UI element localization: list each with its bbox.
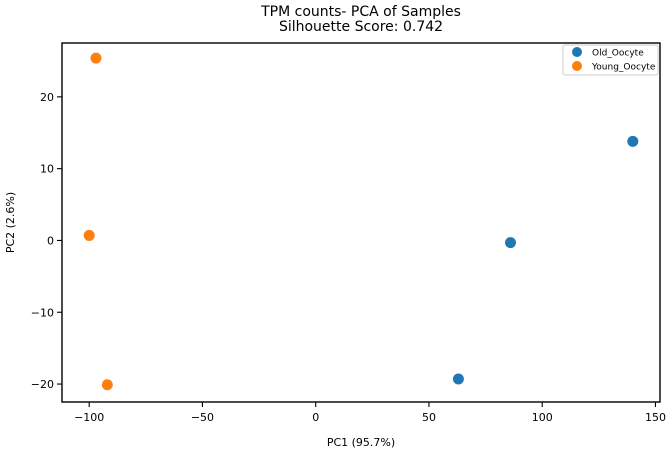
chart-subtitle: Silhouette Score: 0.742 — [279, 19, 443, 35]
y-tick-label: 20 — [40, 91, 54, 104]
x-tick-label: −100 — [74, 411, 104, 424]
chart-title: TPM counts- PCA of Samples — [260, 4, 461, 20]
legend-label-young-oocyte: Young_Oocyte — [591, 63, 656, 73]
x-tick-label: 150 — [645, 411, 666, 424]
legend: Old_Oocyte Young_Oocyte — [562, 44, 659, 76]
y-tick-label: −20 — [31, 378, 54, 391]
x-tick-label: −50 — [191, 411, 214, 424]
y-tick-label: 10 — [40, 163, 54, 176]
legend-marker-young-oocyte — [572, 61, 582, 71]
data-point-old-oocyte — [627, 135, 639, 147]
data-points — [83, 52, 639, 391]
y-axis-label: PC2 (2.6%) — [4, 192, 17, 253]
y-axis-ticks: −20 −10 0 10 20 — [31, 91, 62, 391]
x-axis-label: PC1 (95.7%) — [327, 436, 395, 449]
x-tick-label: 50 — [422, 411, 436, 424]
legend-label-old-oocyte: Old_Oocyte — [592, 49, 644, 59]
legend-marker-old-oocyte — [572, 47, 582, 57]
y-tick-label: −10 — [31, 306, 54, 319]
y-tick-label: 0 — [47, 234, 54, 247]
data-point-old-oocyte — [505, 237, 516, 249]
x-tick-label: 100 — [532, 411, 553, 424]
plot-frame — [61, 42, 661, 403]
data-point-old-oocyte — [452, 373, 464, 385]
legend-box — [562, 44, 659, 76]
data-point-young-oocyte — [90, 52, 102, 64]
data-point-young-oocyte — [101, 379, 113, 391]
x-tick-label: 0 — [312, 411, 319, 424]
data-point-young-oocyte — [83, 229, 95, 241]
x-axis-ticks: −100 −50 0 50 100 150 — [74, 402, 666, 424]
